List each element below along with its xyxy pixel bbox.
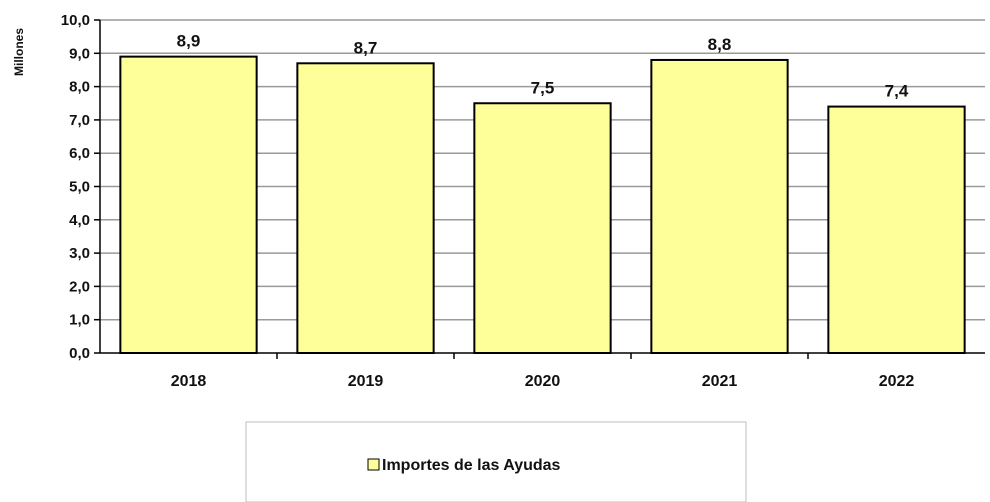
y-tick-label: 8,0 bbox=[69, 79, 90, 96]
y-axis-label: Millones bbox=[12, 28, 26, 76]
y-tick-label: 5,0 bbox=[69, 179, 90, 196]
bar-2018 bbox=[119, 55, 258, 354]
legend-swatch bbox=[367, 458, 380, 471]
y-tick-label: 7,0 bbox=[69, 112, 90, 129]
y-tick-label: 0,0 bbox=[69, 345, 90, 362]
data-label-2020: 7,5 bbox=[531, 78, 555, 97]
bar-2021 bbox=[650, 58, 789, 355]
y-tick-label: 2,0 bbox=[69, 278, 90, 295]
data-label-2021: 8,8 bbox=[708, 35, 732, 54]
y-tick-label: 1,0 bbox=[69, 312, 90, 329]
y-tick-label: 9,0 bbox=[69, 45, 90, 62]
bar-2019 bbox=[296, 62, 435, 354]
x-tick-label-2021: 2021 bbox=[702, 373, 738, 390]
legend: Importes de las Ayudas bbox=[245, 421, 747, 502]
y-tick-label: 6,0 bbox=[69, 145, 90, 162]
y-tick-label: 3,0 bbox=[69, 245, 90, 262]
x-tick-label-2018: 2018 bbox=[171, 373, 207, 390]
x-tick-label-2019: 2019 bbox=[348, 373, 384, 390]
data-label-2019: 8,7 bbox=[354, 38, 378, 57]
data-label-2018: 8,9 bbox=[177, 32, 201, 51]
y-tick-label: 10,0 bbox=[61, 12, 90, 29]
legend-label: Importes de las Ayudas bbox=[382, 457, 561, 474]
y-tick-label: 4,0 bbox=[69, 212, 90, 229]
data-label-2022: 7,4 bbox=[885, 82, 909, 101]
x-tick-label-2020: 2020 bbox=[525, 373, 561, 390]
legend-box bbox=[245, 421, 747, 502]
bar-2022 bbox=[827, 105, 966, 354]
x-tick-label-2022: 2022 bbox=[879, 373, 915, 390]
bar-2020 bbox=[473, 102, 612, 354]
